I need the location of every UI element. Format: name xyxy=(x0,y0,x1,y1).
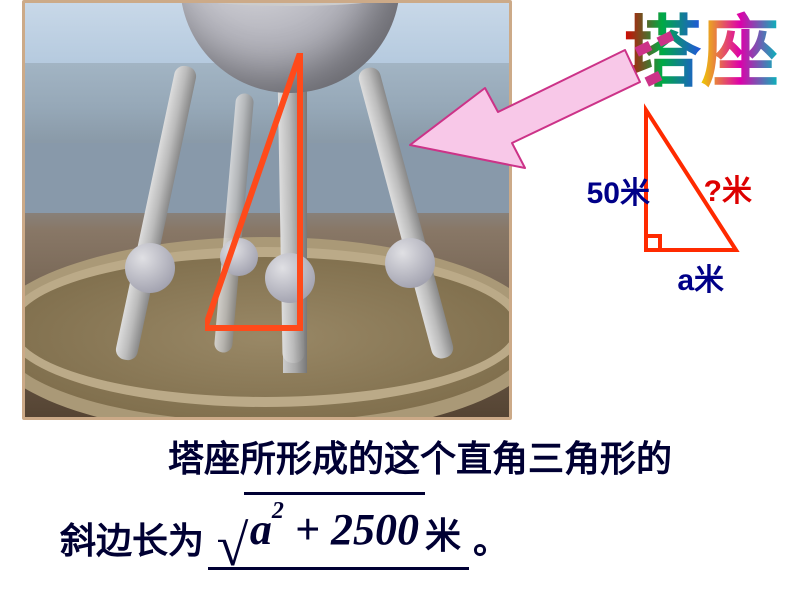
photo-triangle-overlay xyxy=(205,53,345,353)
label-vertical-side: 50米 xyxy=(587,168,650,212)
problem-text: 塔座所形成的这个直角三角形的 斜边长为 √ a2 + 2500 米 。 xyxy=(60,430,672,570)
text-line-1: 塔座所形成的这个直角三角形的 xyxy=(60,430,672,488)
sqrt-radicand: a2 + 2500 xyxy=(244,492,425,565)
text-prefix: 斜边长为 xyxy=(60,512,204,570)
tower-small-sphere xyxy=(125,243,175,293)
pointer-arrow xyxy=(340,30,680,185)
formula-underline: √ a2 + 2500 米 xyxy=(208,492,469,570)
text-suffix: 。 xyxy=(473,512,509,570)
tower-small-sphere xyxy=(385,238,435,288)
text-line-2: 斜边长为 √ a2 + 2500 米 。 xyxy=(60,492,672,570)
sqrt-expression: √ a2 + 2500 xyxy=(216,492,425,565)
label-hypotenuse: ?米 xyxy=(704,166,752,210)
label-base-side: a米 xyxy=(677,255,724,299)
formula-unit: 米 xyxy=(425,507,461,565)
